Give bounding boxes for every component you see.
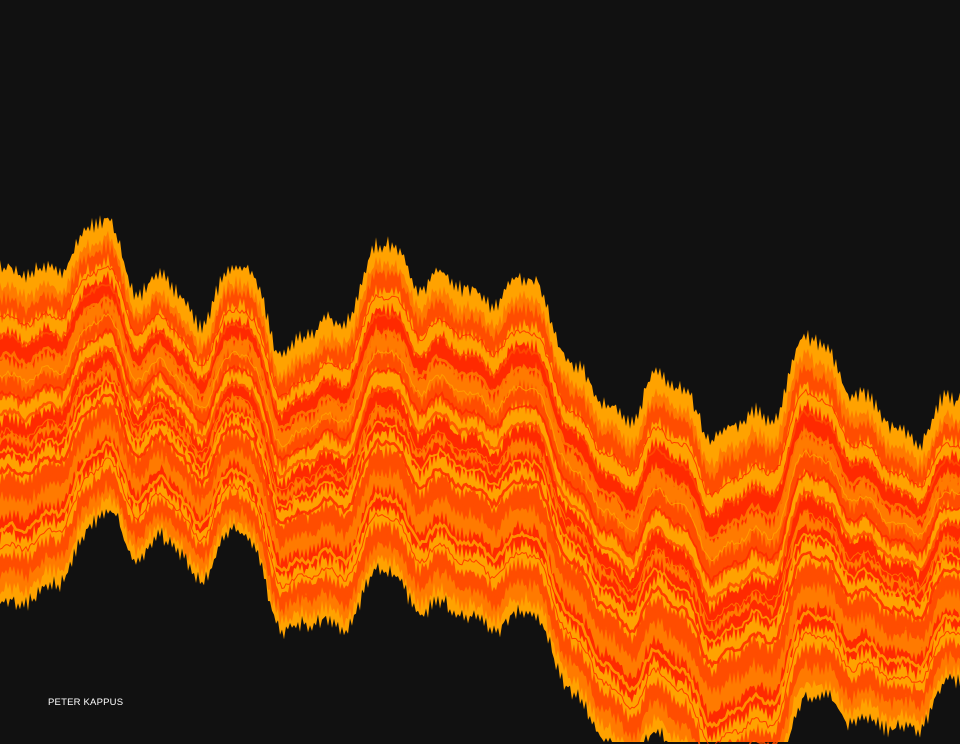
flame-streak-14 — [0, 476, 960, 744]
flame-streak-6 — [0, 345, 960, 605]
flame-streak-8 — [0, 375, 960, 644]
flame-streak-12 — [0, 440, 960, 729]
flame-streak-10 — [0, 408, 960, 688]
flame-streak-7 — [0, 359, 960, 622]
flame-streak-2 — [0, 283, 960, 519]
flame-streak-4 — [0, 312, 960, 562]
flame-streak-13 — [0, 457, 960, 744]
flame-streak-5 — [0, 327, 960, 584]
flame-layer-9 — [0, 344, 960, 653]
flame-streak-11 — [0, 424, 960, 708]
flame-streak-1 — [0, 265, 960, 499]
flame-streak-3 — [0, 296, 960, 540]
artist-signature: PETER KAPPUS — [48, 697, 124, 708]
flame-streak-9 — [0, 393, 960, 669]
